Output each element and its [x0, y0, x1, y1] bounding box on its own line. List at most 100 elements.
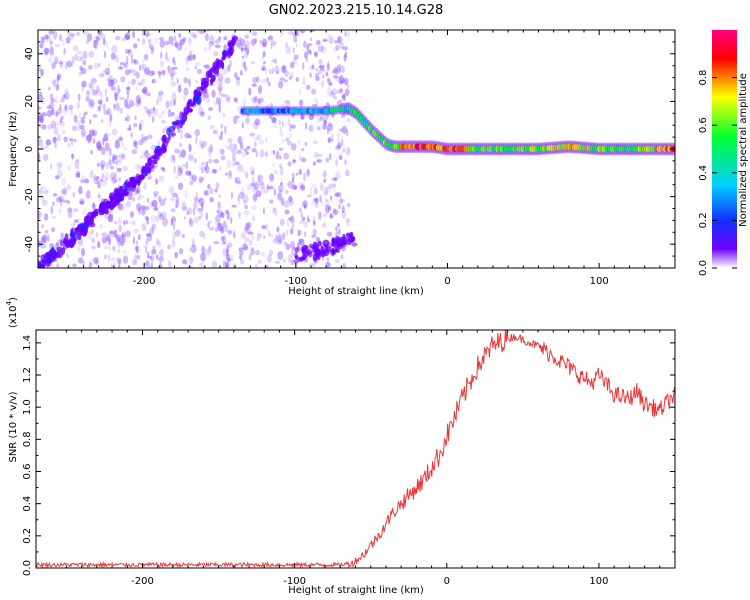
noise-point [200, 166, 205, 174]
noise-point [85, 134, 92, 142]
noise-point [108, 118, 112, 128]
noise-point [336, 192, 342, 198]
lower-streak-point [308, 243, 316, 248]
noise-point [297, 241, 304, 245]
noise-point [106, 71, 110, 76]
noise-point [162, 111, 165, 115]
noise-point [328, 139, 334, 143]
diagonal-streak-point [104, 209, 109, 215]
noise-point [279, 163, 283, 169]
noise-point [59, 59, 64, 69]
noise-point [285, 243, 291, 251]
noise-point [275, 234, 278, 241]
noise-point [219, 81, 224, 86]
noise-point [189, 154, 194, 162]
noise-point [227, 172, 233, 180]
noise-point [279, 33, 283, 38]
noise-point [333, 67, 339, 74]
noise-point [145, 232, 152, 237]
figure-title: GN02.2023.215.10.14.G28 [269, 3, 444, 18]
noise-point [237, 197, 240, 207]
noise-point [41, 112, 48, 117]
noise-point [285, 229, 289, 236]
noise-point [96, 89, 102, 97]
noise-point [171, 81, 176, 87]
noise-point [117, 88, 121, 94]
noise-point [336, 223, 340, 228]
noise-point [106, 107, 112, 116]
noise-point [324, 69, 328, 75]
noise-point [246, 183, 252, 191]
noise-point [155, 215, 159, 224]
noise-point [124, 69, 131, 76]
noise-point [230, 191, 234, 200]
noise-point [54, 61, 58, 65]
noise-point [115, 164, 118, 169]
noise-point [220, 124, 224, 129]
noise-point [62, 94, 66, 99]
noise-point [110, 263, 113, 268]
noise-point [235, 177, 241, 184]
noise-point [276, 239, 283, 245]
noise-point [328, 81, 333, 86]
noise-point [298, 238, 304, 243]
diagonal-streak-point [200, 86, 204, 92]
noise-point [260, 174, 264, 182]
noise-point [135, 240, 138, 246]
noise-point [268, 81, 271, 87]
noise-point [46, 123, 53, 130]
noise-point [322, 190, 329, 196]
diagonal-streak-point [62, 241, 68, 250]
noise-point [135, 71, 140, 79]
noise-point [326, 127, 330, 135]
noise-point [187, 53, 193, 59]
noise-point [106, 234, 111, 242]
noise-point [338, 204, 341, 210]
noise-point [192, 238, 195, 248]
diagonal-streak-point [101, 202, 106, 209]
noise-point [184, 59, 189, 65]
noise-point [109, 75, 113, 78]
noise-point [222, 220, 227, 228]
noise-point [121, 233, 124, 243]
noise-point [102, 103, 106, 111]
noise-point [228, 169, 232, 178]
noise-point [228, 143, 235, 152]
noise-point [148, 175, 153, 180]
noise-point [298, 181, 304, 188]
noise-point [128, 99, 134, 107]
noise-point [202, 233, 206, 240]
noise-point [41, 124, 47, 130]
noise-point [204, 248, 211, 256]
noise-point [323, 120, 327, 125]
diagonal-streak-point [70, 228, 74, 238]
noise-point [309, 49, 312, 54]
noise-point [222, 112, 226, 118]
noise-point [170, 218, 174, 226]
noise-point [187, 207, 193, 215]
noise-point [126, 104, 132, 110]
noise-point [76, 56, 82, 62]
noise-point [255, 150, 259, 158]
noise-point [44, 50, 48, 57]
noise-point [209, 197, 214, 203]
diagonal-streak-point [114, 197, 122, 203]
noise-point [79, 179, 85, 184]
noise-point [225, 265, 229, 268]
noise-point [43, 34, 49, 40]
noise-point [235, 114, 239, 119]
noise-point [243, 236, 250, 243]
noise-point [181, 201, 187, 211]
noise-point [225, 172, 228, 176]
noise-point [259, 39, 262, 45]
noise-point [38, 91, 43, 97]
noise-point [81, 128, 86, 138]
diagonal-streak-point [45, 253, 49, 260]
noise-point [333, 185, 336, 192]
noise-point [299, 151, 302, 161]
noise-point [158, 175, 165, 183]
noise-point [338, 36, 341, 45]
noise-point [271, 40, 277, 46]
noise-point [263, 61, 266, 65]
noise-point [238, 247, 244, 253]
